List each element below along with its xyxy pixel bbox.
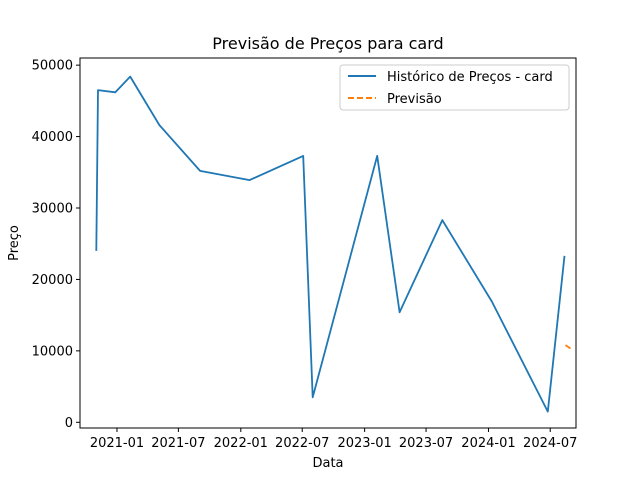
y-tick-label: 20000 [32,273,73,288]
y-axis: 0 10000 20000 30000 40000 50000 [32,59,80,431]
y-tick-label: 10000 [32,344,73,359]
chart-title: Previsão de Preços para card [212,34,443,53]
x-tick-label: 2023-07 [399,436,453,451]
x-tick-label: 2021-01 [90,436,144,451]
y-tick-label: 30000 [32,202,73,217]
x-tick-label: 2024-01 [461,436,515,451]
y-tick-label: 40000 [32,130,73,145]
series-line-0 [95,75,566,413]
series-line-1 [564,344,573,351]
x-axis-label: Data [312,456,343,471]
x-tick-label: 2021-07 [151,436,205,451]
axes-frame [79,57,577,429]
x-tick-label: 2022-07 [275,436,329,451]
y-axis-label: Preço [7,225,22,261]
legend: Histórico de Preços - card Previsão [339,64,570,111]
x-axis: 2021-01 2021-07 2022-01 2022-07 2023-01 2023-… [90,428,577,451]
legend-label-previsao: Previsão [387,92,442,107]
legend-box [339,64,570,111]
x-tick-label: 2023-01 [337,436,391,451]
y-tick-label: 50000 [32,59,73,74]
x-tick-label: 2024-07 [523,436,577,451]
y-tick-label: 0 [65,416,73,431]
plot-area: 2021-01 2021-07 2022-01 2022-07 2023-01 2023-… [32,57,577,451]
legend-label-historico: Histórico de Preços - card [387,70,553,85]
x-tick-label: 2022-01 [214,436,268,451]
series-layer [95,75,573,413]
